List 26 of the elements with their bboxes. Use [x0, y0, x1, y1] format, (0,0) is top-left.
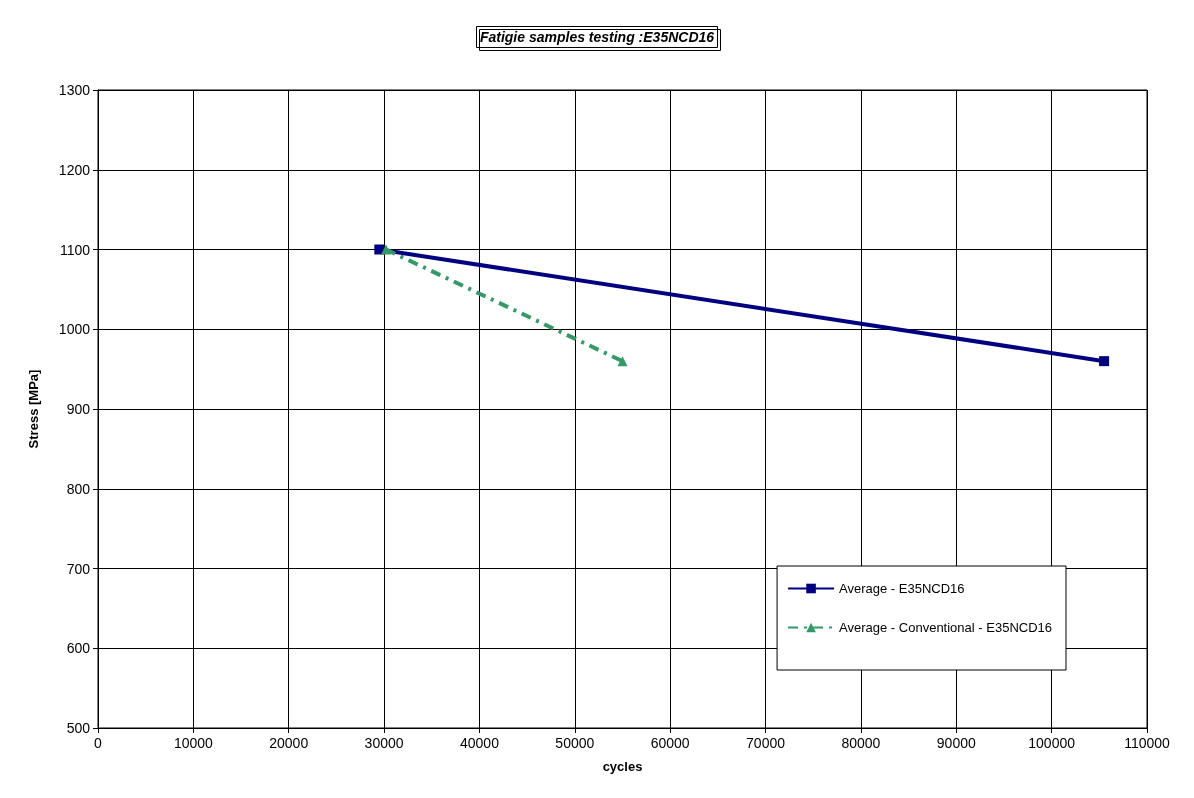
x-tick-label: 30000	[364, 735, 404, 751]
y-tick-label: 1000	[58, 321, 91, 338]
y-tick-label: 900	[66, 401, 91, 417]
x-tick-label: 10000	[173, 735, 214, 751]
y-tick-label: 1200	[58, 161, 91, 178]
y-tick-label: 1300	[58, 82, 91, 98]
y-tick-label: 700	[66, 560, 91, 577]
y-tick-label: 800	[66, 480, 91, 497]
x-tick-label: 100000	[1028, 735, 1076, 751]
x-tick-label: 40000	[459, 735, 500, 751]
x-tick-label: 80000	[841, 735, 881, 751]
x-tick-label: 50000	[555, 735, 595, 751]
x-tick-label: 60000	[650, 735, 690, 751]
y-tick-label: 1100	[59, 241, 91, 258]
x-tick-label: 70000	[746, 735, 786, 751]
x-tick-label: 90000	[936, 735, 976, 751]
y-tick-label: 500	[66, 720, 91, 736]
x-axis-title: cycles	[602, 759, 643, 774]
y-tick-label: 600	[66, 640, 91, 657]
x-tick-label: 110000	[1124, 735, 1171, 751]
x-tick-label: 20000	[269, 735, 309, 751]
legend-label: Average - E35NCD16	[839, 581, 965, 596]
y-axis-title: Stress [MPa]	[26, 369, 41, 449]
chart-title: Fatigie samples testing :E35NCD16	[479, 29, 715, 45]
x-tick-label: 0	[94, 735, 103, 751]
legend-label: Average - Conventional - E35NCD16	[839, 620, 1053, 635]
